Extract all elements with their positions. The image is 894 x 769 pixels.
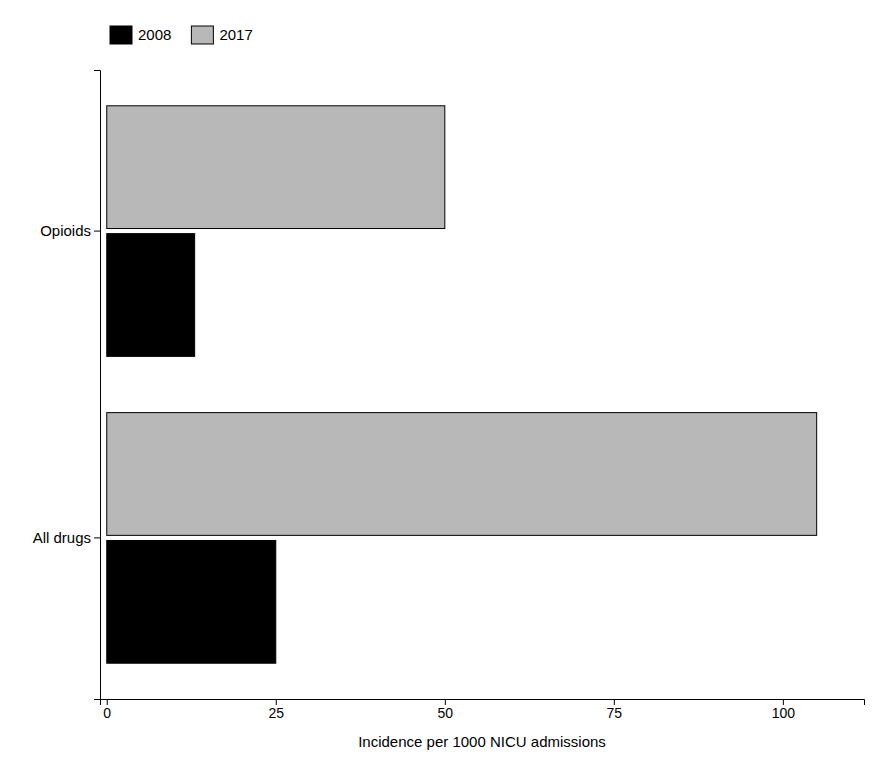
- plot: 0 25 50 75 100 All drugs Opioids Incidence per …: [33, 71, 865, 751]
- x-axis-title: Incidence per 1000 NICU admissions: [358, 733, 606, 750]
- bar: [107, 234, 195, 357]
- legend-label: 2017: [219, 26, 252, 43]
- x-tick-label: 100: [772, 705, 796, 721]
- y-tick-label: Opioids: [40, 222, 91, 239]
- legend-item: 2017: [191, 26, 252, 44]
- legend-label: 2008: [138, 26, 171, 43]
- bar: [107, 413, 817, 536]
- x-tick-label: 25: [268, 705, 284, 721]
- chart: 0 25 50 75 100 All drugs Opioids Incidence per …: [0, 0, 894, 769]
- y-axis: All drugs Opioids: [33, 71, 101, 700]
- y-axis-line: [94, 71, 101, 700]
- x-tick: 50: [438, 699, 454, 721]
- x-tick: 25: [268, 699, 284, 721]
- y-tick: All drugs: [33, 529, 100, 546]
- legend: 2008 2017: [110, 26, 253, 44]
- x-tick: 75: [607, 699, 623, 721]
- bar: [107, 106, 445, 229]
- x-tick-label: 75: [607, 705, 623, 721]
- y-tick: Opioids: [40, 222, 100, 239]
- legend-swatch: [110, 26, 132, 44]
- x-tick: 0: [103, 699, 111, 721]
- legend-swatch: [191, 26, 213, 44]
- x-tick-label: 0: [103, 705, 111, 721]
- y-tick-label: All drugs: [33, 529, 91, 546]
- x-axis: 0 25 50 75 100: [101, 699, 865, 721]
- x-axis-line: [101, 700, 865, 706]
- legend-item: 2008: [110, 26, 171, 44]
- bar: [107, 540, 276, 663]
- x-tick-label: 50: [438, 705, 454, 721]
- y-tick-mark: [94, 231, 100, 232]
- y-tick-mark: [94, 537, 100, 538]
- x-tick: 100: [772, 699, 796, 721]
- bars: [107, 106, 817, 663]
